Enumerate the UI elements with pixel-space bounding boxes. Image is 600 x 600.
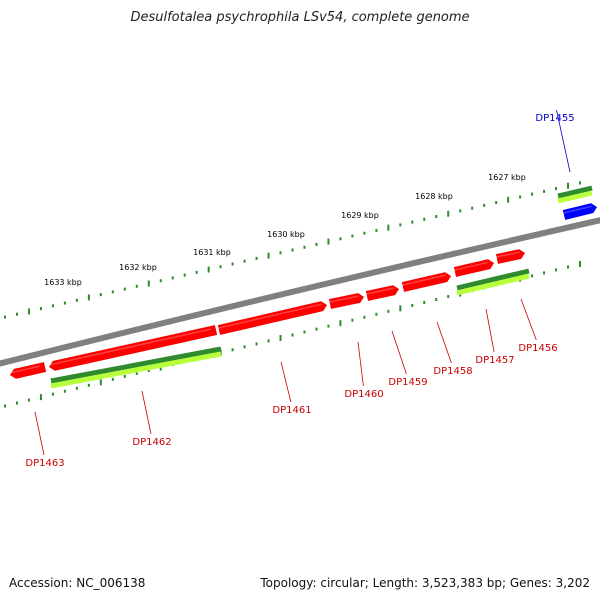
dp1456-label: DP1456 — [518, 343, 557, 354]
genome-backbone — [0, 217, 600, 367]
dp1455-band-light — [557, 190, 593, 204]
dp1459-label: DP1459 — [388, 377, 427, 388]
dp1458-arrow — [401, 271, 452, 293]
dp1461-label: DP1461 — [272, 405, 311, 416]
dp1460-leader-line — [357, 341, 364, 387]
dp1456-leader-line — [520, 298, 537, 341]
accession-text: Accession: NC_006138 — [9, 576, 146, 590]
kbp-label: 1632 kbp — [119, 263, 157, 272]
dp1460-label: DP1460 — [344, 389, 383, 400]
dp1455-arrow-highlight — [563, 205, 592, 214]
dp1457-label: DP1457 — [475, 355, 514, 366]
gene-layer — [0, 203, 600, 380]
dp1456-arrow-highlight — [496, 251, 520, 258]
kbp-label: 1628 kbp — [415, 192, 453, 201]
dp1463-arrow-highlight — [9, 365, 40, 374]
kbp-label: 1630 kbp — [267, 230, 305, 239]
dp1455-band-dark — [557, 185, 593, 199]
dp1463-label: DP1463 — [25, 458, 64, 469]
kbp-label: 1633 kbp — [44, 278, 82, 287]
dp1457-band-dark — [456, 268, 530, 291]
dp1458-leader-line — [436, 321, 452, 364]
dp1455-label: DP1455 — [535, 113, 574, 124]
dp1458-label: DP1458 — [433, 366, 472, 377]
dp1462-label: DP1462 — [132, 437, 171, 448]
map-title: Desulfotalea psychrophila LSv54, complet… — [130, 10, 470, 25]
dp1457-arrow-highlight — [454, 261, 489, 271]
dp1461-arrow-highlight — [218, 303, 322, 329]
dp1460-arrow — [328, 292, 365, 310]
label-layer: 1627 kbp 1628 kbp 1629 kbp 1630 kbp 1631 kbp… — [25, 109, 575, 469]
dp1459-arrow-highlight — [366, 287, 394, 295]
dp1462-band-light — [50, 351, 222, 389]
dp1457-arrow — [453, 259, 495, 278]
tick-layer — [4, 181, 581, 408]
dp1458-arrow-highlight — [402, 274, 446, 286]
kbp-label: 1629 kbp — [341, 211, 379, 220]
dp1455-leader-line — [556, 109, 571, 173]
dp1462-arrow — [48, 324, 218, 372]
dp1455-arrow — [562, 203, 598, 221]
dp1457-leader-line — [485, 308, 495, 353]
dp1461-leader-line — [280, 361, 292, 403]
dp1461-arrow — [217, 301, 328, 336]
dp1462-band-dark — [50, 346, 222, 384]
kbp-label: 1631 kbp — [193, 248, 231, 257]
dp1459-arrow — [365, 284, 400, 302]
dp1456-arrow — [495, 248, 526, 265]
dp1463-leader-line — [34, 411, 45, 456]
dp1463-arrow — [9, 361, 47, 380]
dp1457-band-light — [456, 273, 530, 296]
genome-summary-text: Topology: circular; Length: 3,523,383 bp… — [260, 576, 590, 590]
dp1459-leader-line — [391, 330, 407, 375]
kbp-label: 1627 kbp — [488, 173, 526, 182]
dp1462-arrow-highlight — [48, 328, 211, 366]
dp1462-leader-line — [141, 390, 152, 435]
dp1460-arrow-highlight — [329, 295, 359, 303]
feature-layer — [50, 185, 593, 389]
